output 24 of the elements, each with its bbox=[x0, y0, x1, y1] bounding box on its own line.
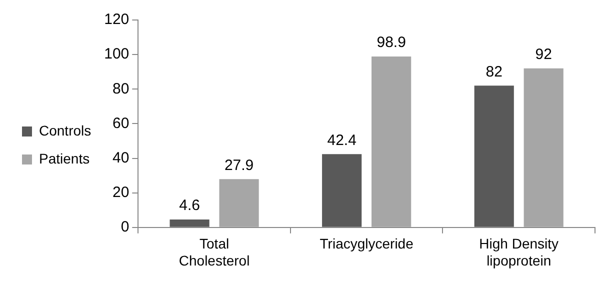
x-tick-label: High Density lipoprotein bbox=[479, 236, 559, 268]
y-tick-label: 80 bbox=[112, 80, 130, 98]
data-label: 98.9 bbox=[376, 34, 406, 52]
data-label: 27.9 bbox=[224, 156, 254, 174]
bar bbox=[170, 219, 210, 227]
data-label: 42.4 bbox=[327, 132, 356, 149]
y-tick-label: 120 bbox=[104, 11, 130, 28]
bar bbox=[219, 179, 259, 227]
y-tick-label: 60 bbox=[112, 114, 130, 132]
y-tick-label: 100 bbox=[104, 46, 130, 63]
legend-label: Controls bbox=[39, 122, 92, 138]
bar bbox=[524, 68, 564, 227]
legend-label: Patients bbox=[39, 150, 90, 166]
y-tick-label: 40 bbox=[112, 149, 130, 166]
bar bbox=[474, 86, 514, 227]
x-tick-label: Triacyglyceride bbox=[320, 236, 414, 252]
x-tick-label: Total Cholesterol bbox=[178, 236, 250, 268]
bar bbox=[322, 154, 362, 227]
y-tick-label: 20 bbox=[112, 184, 130, 201]
bar bbox=[372, 56, 412, 227]
y-tick-label: 0 bbox=[120, 218, 130, 236]
data-label: 4.6 bbox=[179, 197, 200, 214]
data-label: 82 bbox=[486, 63, 502, 80]
data-label: 92 bbox=[535, 46, 552, 64]
